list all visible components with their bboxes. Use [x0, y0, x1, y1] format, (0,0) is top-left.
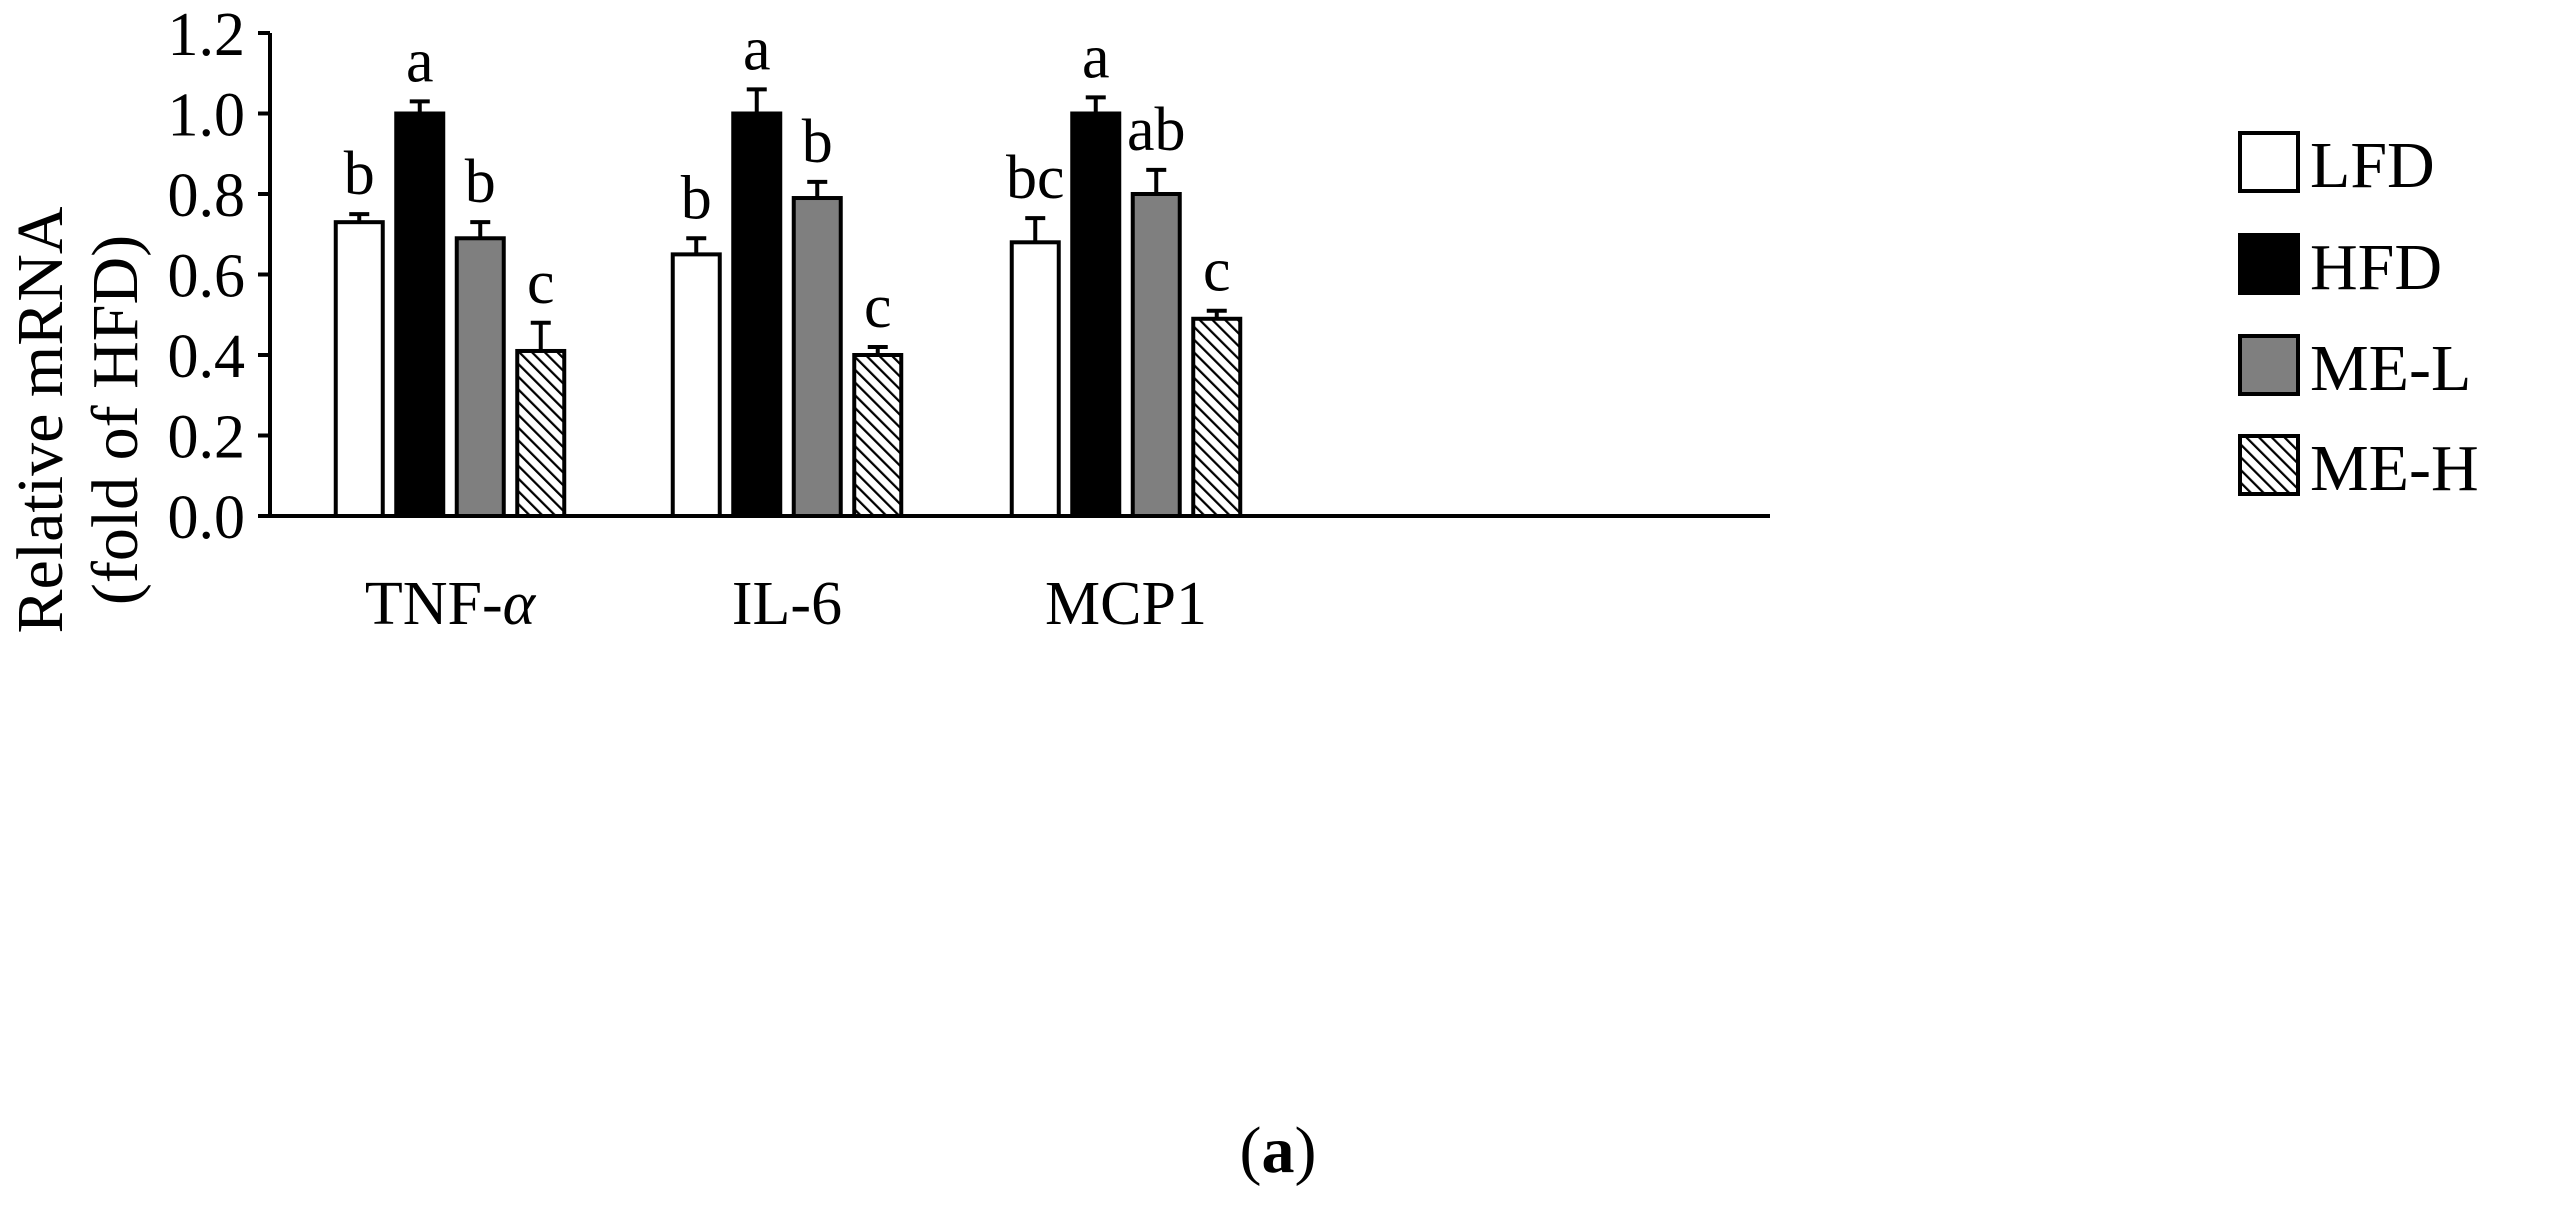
- panel-label-letter: a: [1262, 1114, 1295, 1187]
- significance-letter: c: [864, 273, 892, 341]
- significance-letter: a: [743, 15, 771, 83]
- significance-letter: c: [1203, 237, 1231, 305]
- y-tick-label: 0.8: [168, 162, 246, 230]
- bar-me-l-1: [454, 236, 506, 518]
- significance-letter: b: [344, 140, 375, 208]
- bar-me-l-2: [791, 196, 843, 518]
- y-tick-label: 0.4: [168, 323, 246, 391]
- significance-letter: bc: [1006, 144, 1065, 212]
- bar-lfd-3: [1009, 240, 1061, 519]
- y-tick-label: 1.2: [168, 1, 246, 69]
- legend-swatch-me-h: [2238, 434, 2300, 496]
- bar-me-h-2: [852, 353, 904, 518]
- panel-label-close: ): [1295, 1114, 1317, 1187]
- significance-letter: a: [1082, 23, 1110, 91]
- significance-letter: ab: [1127, 96, 1186, 164]
- bar-lfd-1: [333, 220, 385, 519]
- y-axis-label-line-2: (fold of HFD): [79, 235, 152, 605]
- bar-me-h-3: [1191, 316, 1243, 518]
- bars-layer: b b bca a abb abc cc: [333, 15, 1243, 519]
- significance-letter: b: [465, 148, 496, 216]
- x-tick-label: IL-6: [732, 570, 842, 638]
- y-tick-label: 1.0: [168, 82, 246, 150]
- bar-lfd-2: [670, 252, 722, 518]
- x-axis-labels: TNF-α IL-6 MCP1: [365, 570, 1207, 638]
- legend-label-hfd: HFD: [2310, 231, 2442, 304]
- y-tick-label: 0.2: [168, 404, 246, 472]
- y-axis-label: Relative mRNA (fold of HFD): [4, 206, 152, 633]
- legend-swatch-me-l: [2238, 334, 2300, 396]
- significance-letter: b: [802, 108, 833, 176]
- x-tick-label: TNF-α: [365, 570, 537, 638]
- bar-hfd-3: [1070, 111, 1122, 518]
- y-axis-label-line-1: Relative mRNA: [4, 206, 77, 633]
- bar-hfd-2: [731, 111, 783, 518]
- bar-hfd-1: [394, 111, 446, 518]
- y-tick-label: 0.6: [168, 243, 246, 311]
- significance-letter: b: [681, 164, 712, 232]
- legend-swatch-lfd: [2238, 131, 2300, 193]
- y-tick-label: 0.0: [168, 484, 246, 552]
- panel-label-open: (: [1240, 1114, 1262, 1187]
- legend-label-lfd: LFD: [2310, 129, 2435, 202]
- legend-label-me-l: ME-L: [2310, 332, 2471, 405]
- y-axis-ticks: 0.0 0.2 0.4 0.6 0.8 1.0 1.2: [168, 1, 270, 552]
- bar-me-l-3: [1130, 192, 1182, 518]
- panel-label: (a): [1240, 1114, 1317, 1187]
- significance-letter: c: [527, 249, 555, 317]
- legend-swatch-hfd: [2238, 233, 2300, 295]
- legend-label-me-h: ME-H: [2310, 432, 2479, 505]
- bar-me-h-1: [515, 348, 567, 518]
- significance-letter: a: [406, 27, 434, 95]
- legend: LFD HFD ME-L ME-H: [2238, 129, 2479, 505]
- x-tick-label: MCP1: [1045, 570, 1207, 638]
